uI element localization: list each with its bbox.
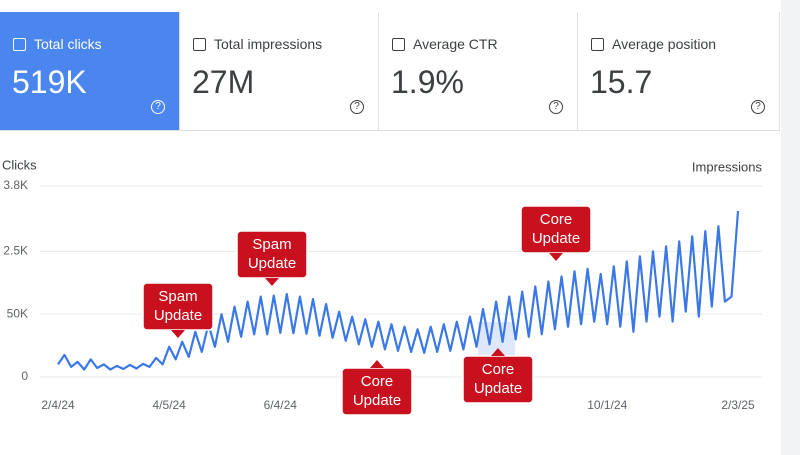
x-tick-label: 6/4/24 <box>264 398 298 412</box>
help-icon[interactable]: ? <box>350 100 364 114</box>
y-tick-label: 3.8K <box>3 178 28 192</box>
metric-cards: Total clicks 519K ? Total impressions 27… <box>0 12 780 131</box>
checkbox[interactable] <box>193 37 206 51</box>
callout-pointer <box>491 348 505 356</box>
callout-pointer <box>265 278 279 286</box>
callout-text: Core <box>482 361 515 378</box>
page-edge <box>781 0 800 455</box>
metric-label-row: Total clicks <box>13 36 102 52</box>
metric-card[interactable]: Total impressions 27M ? <box>180 12 379 130</box>
callout-text: Update <box>248 255 296 272</box>
metric-card[interactable]: Average CTR 1.9% ? <box>379 12 578 130</box>
y2-axis-title: Impressions <box>692 159 763 174</box>
y-tick-label: 50K <box>7 306 28 320</box>
x-tick-label: 2/3/25 <box>721 398 755 412</box>
chart: Clicks Impressions 0 50K 2.5K 3.8K 2/4/24 4/5… <box>2 157 763 416</box>
metric-label: Total clicks <box>34 36 102 52</box>
callout-pointer <box>370 360 384 368</box>
callout-text: Spam <box>252 236 291 253</box>
x-tick-label: 10/1/24 <box>587 398 627 412</box>
callout-text: Core <box>540 211 573 228</box>
metric-label: Average CTR <box>413 36 498 52</box>
callout-pointer <box>549 253 563 261</box>
callout-text: Update <box>474 380 522 397</box>
metric-value: 1.9% <box>391 64 464 100</box>
callout-pointer <box>171 330 185 338</box>
annotation-callout: Core Update <box>341 360 413 416</box>
help-icon[interactable]: ? <box>751 100 765 114</box>
metric-card[interactable]: Average position 15.7 ? <box>578 12 780 130</box>
callout-text: Spam <box>158 288 197 305</box>
callout-text: Update <box>353 392 401 409</box>
metric-label: Average position <box>612 36 717 52</box>
y-tick-label: 0 <box>21 369 28 383</box>
line-series <box>57 211 740 371</box>
checkbox[interactable] <box>392 37 405 51</box>
metric-value: 15.7 <box>590 64 653 100</box>
annotation-callout: Core Update <box>462 348 534 404</box>
metric-value: 519K <box>12 64 87 100</box>
annotation-callout: Spam Update <box>236 230 308 286</box>
annotation-callout: Core Update <box>520 205 592 261</box>
help-icon[interactable]: ? <box>151 100 165 114</box>
x-tick-label: 4/5/24 <box>152 398 186 412</box>
callout-text: Update <box>532 230 580 247</box>
metric-label-row: Average CTR <box>392 36 498 52</box>
checkbox[interactable] <box>591 37 604 51</box>
metric-card[interactable]: Total clicks 519K ? <box>0 12 180 130</box>
callout-text: Update <box>154 307 202 324</box>
metric-label: Total impressions <box>214 36 323 52</box>
metric-value: 27M <box>192 64 255 100</box>
callout-text: Core <box>361 373 394 390</box>
checkbox[interactable] <box>13 37 26 51</box>
metric-label-row: Total impressions <box>193 36 322 52</box>
y-axis-title: Clicks <box>2 157 37 172</box>
annotation-callout: Spam Update <box>142 282 214 338</box>
metric-label-row: Average position <box>591 36 716 52</box>
help-icon[interactable]: ? <box>549 100 563 114</box>
x-tick-label: 2/4/24 <box>41 398 75 412</box>
y-tick-label: 2.5K <box>3 244 28 258</box>
